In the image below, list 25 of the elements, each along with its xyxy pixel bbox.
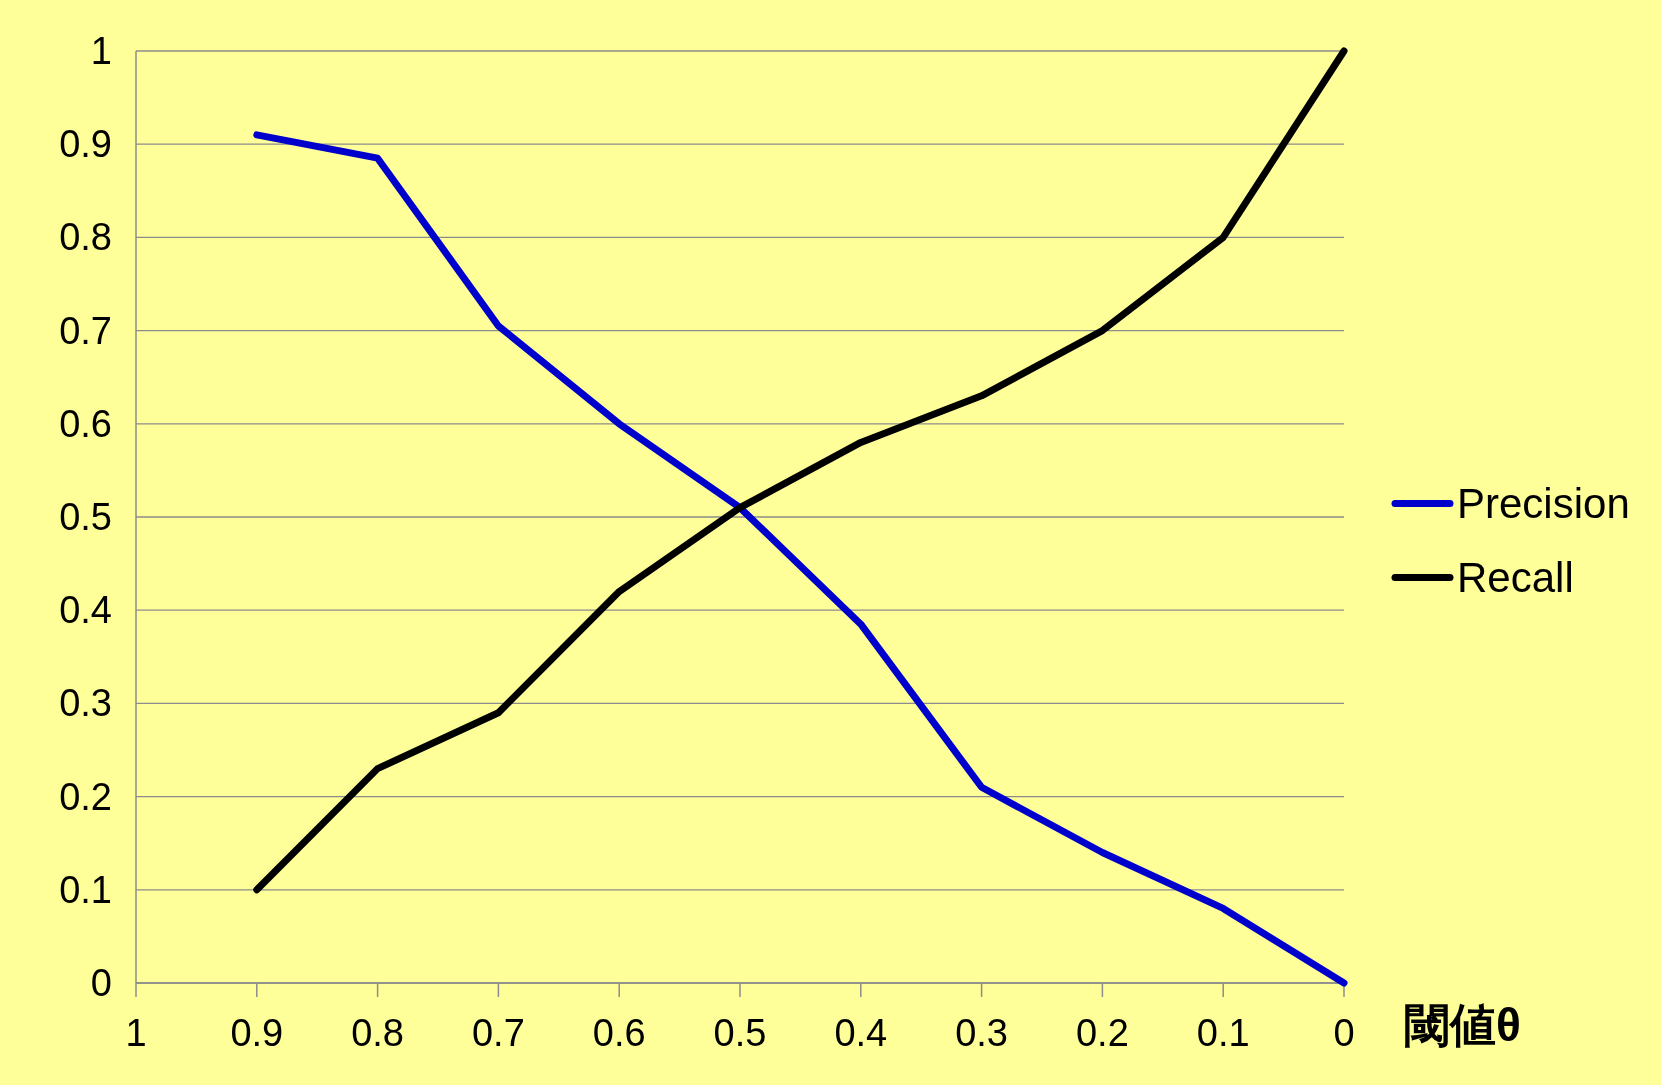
x-tick-label: 0.3 — [955, 1012, 1009, 1054]
x-tick-label: 0.2 — [1075, 1012, 1129, 1054]
x-tick-label: 0.9 — [230, 1012, 284, 1054]
x-tick-label: 0.6 — [592, 1012, 646, 1054]
y-tick-label: 0.3 — [59, 682, 112, 725]
y-tick-label: 0.8 — [59, 216, 112, 259]
y-tick-label: 0.7 — [59, 309, 112, 352]
x-tick-label: 0.7 — [471, 1012, 525, 1054]
y-tick-label: 0.1 — [59, 868, 112, 911]
y-tick-label: 1 — [90, 30, 112, 72]
legend-label: Precision — [1457, 480, 1630, 527]
x-tick-label: 0.5 — [713, 1012, 767, 1054]
y-tick-label: 0.4 — [59, 589, 112, 632]
y-tick-label: 0.9 — [59, 123, 112, 166]
x-tick-label: 0.8 — [351, 1012, 405, 1054]
x-axis-title: 閾値θ — [1404, 999, 1521, 1051]
y-tick-label: 0 — [90, 962, 112, 1004]
x-tick-label: 0.1 — [1196, 1012, 1250, 1054]
x-tick-label: 0 — [1333, 1012, 1355, 1054]
y-tick-label: 0.6 — [59, 402, 112, 445]
y-tick-label: 0.2 — [59, 775, 112, 818]
y-tick-label: 0.5 — [59, 496, 112, 538]
x-tick-label: 1 — [125, 1012, 147, 1054]
x-tick-label: 0.4 — [834, 1012, 888, 1054]
legend-label: Recall — [1457, 554, 1574, 601]
